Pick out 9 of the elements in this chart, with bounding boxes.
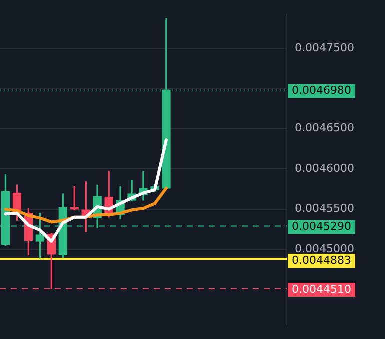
- ref-line-label: 0.0046980: [292, 84, 352, 98]
- ref-line-label: 0.0044510: [292, 282, 352, 296]
- y-tick-label: 0.0045500: [295, 202, 354, 216]
- y-tick-label: 0.0046000: [295, 162, 354, 175]
- ref-line-label: 0.0045290: [292, 220, 352, 234]
- y-tick-label: 0.0046500: [295, 122, 354, 135]
- y-tick-label: 0.0045000: [295, 242, 354, 256]
- y-tick-label: 0.0047500: [295, 41, 354, 54]
- ref-line-label: 0.0044883: [292, 254, 352, 267]
